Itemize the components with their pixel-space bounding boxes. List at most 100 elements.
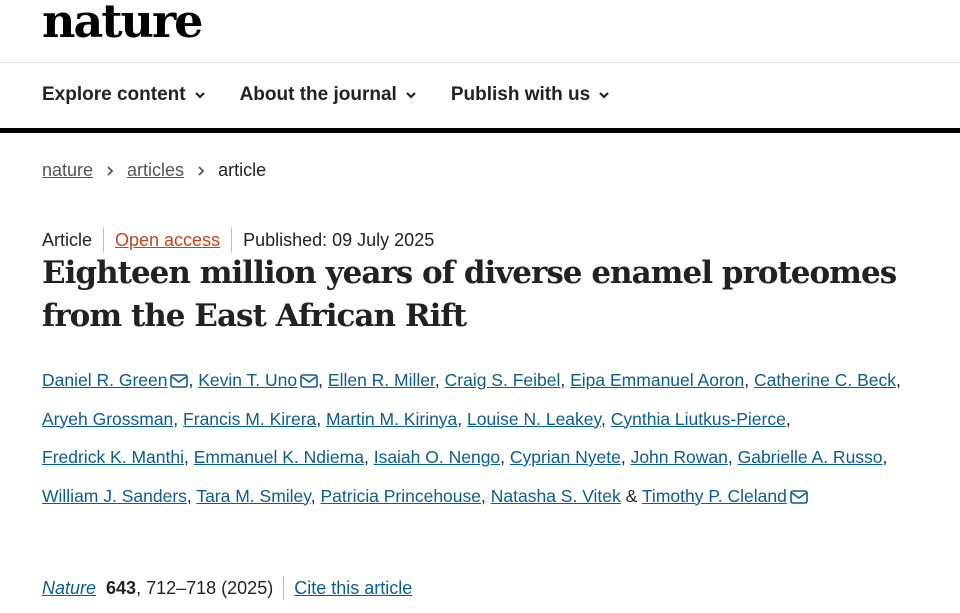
cite-link[interactable]: Cite this article — [294, 577, 413, 598]
email-icon — [790, 489, 808, 504]
author-link[interactable]: Craig S. Feibel — [444, 370, 561, 390]
divider — [0, 128, 960, 133]
separator-text: , — [457, 408, 463, 429]
separator-text: & — [625, 485, 638, 506]
breadcrumb-item[interactable]: nature — [42, 160, 94, 180]
author-link[interactable]: Patricia Princehouse — [320, 485, 482, 506]
email-icon — [170, 374, 189, 388]
author: Timothy P. Cleland — [642, 486, 808, 506]
author: Tara M. Smiley, — [196, 486, 315, 506]
author: Francis M. Kirera, — [183, 409, 321, 429]
author-link[interactable]: Fredrick K. Manthi — [42, 447, 184, 467]
nav-item[interactable]: Explore content — [42, 84, 206, 106]
author-link[interactable]: Cynthia Liutkus-Pierce — [610, 408, 786, 429]
breadcrumb: nature articles article — [42, 160, 266, 181]
separator-text: , — [186, 485, 192, 506]
chevron-right — [198, 165, 205, 176]
separator-text: , — [481, 485, 486, 506]
published-date: Published: 09 July 2025 — [243, 229, 435, 250]
breadcrumb-item: article — [218, 160, 267, 180]
nav-item[interactable]: About the journal — [240, 84, 417, 106]
author: Cyprian Nyete, — [510, 447, 626, 467]
author: Martin M. Kirinya, — [326, 409, 462, 429]
nav-item[interactable]: Publish with us — [451, 84, 610, 106]
author-link[interactable]: Catherine C. Beck — [754, 370, 897, 390]
author-link[interactable]: Gabrielle A. Russo — [737, 447, 883, 467]
separator-text: , — [316, 408, 322, 429]
chevron-down — [406, 92, 416, 99]
separator-text: , — [173, 408, 179, 429]
open-access-link[interactable]: Open access — [115, 229, 221, 250]
author-link[interactable]: Aryeh Grossman — [42, 408, 174, 429]
separator-text: , — [785, 408, 791, 429]
author-link[interactable]: Eipa Emmanuel Aoron — [570, 370, 745, 390]
chevron-right — [107, 165, 114, 176]
separator-text: , — [882, 447, 888, 467]
author: William J. Sanders, — [42, 486, 192, 506]
article-title: Eighteen million years of diverse enamel… — [42, 255, 897, 334]
chevron-down — [194, 92, 205, 99]
author: Craig S. Feibel, — [445, 370, 566, 390]
nav-label: Explore content — [42, 84, 186, 105]
author: Patricia Princehouse, — [321, 486, 486, 506]
nav-label: About the journal — [239, 84, 397, 105]
main-nav: Explore content About the journal Publish … — [42, 84, 610, 106]
author: Emmanuel K. Ndiema, — [194, 447, 369, 467]
article-meta: Article Open access Published: 09 July 2… — [42, 228, 434, 252]
author-link[interactable]: Martin M. Kirinya — [326, 408, 458, 429]
author: Ellen R. Miller, — [328, 370, 440, 390]
separator — [103, 228, 105, 252]
divider — [0, 62, 960, 63]
separator-text: , — [183, 447, 189, 467]
author: Gabrielle A. Russo, — [738, 447, 888, 467]
separator-text: , — [310, 485, 316, 506]
separator-text: , — [188, 370, 194, 390]
logo[interactable]: nature — [42, 0, 203, 48]
author-link[interactable]: Timothy P. Cleland — [641, 485, 787, 506]
author: Daniel R. Green, — [42, 370, 193, 390]
email-icon — [300, 374, 318, 388]
author-link[interactable]: Daniel R. Green — [42, 370, 168, 390]
citation: Nature 643 , 712–718 (2025) Cite this ar… — [42, 576, 412, 600]
separator-text: , — [727, 447, 733, 467]
author-link[interactable]: William J. Sanders — [42, 485, 187, 506]
author: Catherine C. Beck, — [754, 370, 901, 390]
journal-link[interactable]: Nature — [42, 577, 97, 598]
breadcrumb-item[interactable]: articles — [127, 160, 185, 180]
separator-text: , — [434, 370, 440, 390]
author-link[interactable]: Louise N. Leakey — [467, 408, 601, 429]
author-link[interactable]: Isaiah O. Nengo — [373, 447, 501, 467]
pages: 712–718 (2025) — [146, 577, 274, 598]
nav-label: Publish with us — [450, 84, 591, 105]
author-link[interactable]: Ellen R. Miller — [327, 370, 435, 390]
separator-text: , — [744, 370, 750, 390]
author-link[interactable]: Kevin T. Uno — [198, 370, 298, 390]
separator-text: , — [600, 408, 606, 429]
author-link[interactable]: John Rowan — [630, 447, 728, 467]
author-list: Daniel R. Green, Kevin T. Uno, Ellen R. … — [42, 361, 942, 515]
author: Aryeh Grossman, — [42, 409, 178, 429]
author: Cynthia Liutkus-Pierce, — [611, 409, 791, 429]
author-link[interactable]: Cyprian Nyete — [509, 447, 621, 467]
separator-text: , — [363, 447, 369, 467]
separator-text: , — [136, 577, 142, 598]
author: Louise N. Leakey, — [467, 409, 606, 429]
author-link[interactable]: Emmanuel K. Ndiema — [193, 447, 364, 467]
author-link[interactable]: Francis M. Kirera — [183, 408, 317, 429]
separator-text: , — [896, 370, 901, 390]
author: John Rowan, — [631, 447, 733, 467]
separator-text: , — [560, 370, 566, 390]
author-link[interactable]: Tara M. Smiley — [196, 485, 311, 506]
author: Natasha S. Vitek — [491, 486, 621, 506]
author: Isaiah O. Nengo, — [374, 447, 505, 467]
separator — [283, 576, 285, 600]
author: Eipa Emmanuel Aoron, — [570, 370, 749, 390]
separator-text: , — [620, 447, 626, 467]
separator-text: , — [318, 370, 324, 390]
separator — [231, 228, 233, 252]
author: Fredrick K. Manthi, — [42, 447, 189, 467]
volume: 643 — [106, 577, 137, 598]
author-link[interactable]: Natasha S. Vitek — [490, 485, 621, 506]
article-type: Article — [42, 229, 93, 250]
